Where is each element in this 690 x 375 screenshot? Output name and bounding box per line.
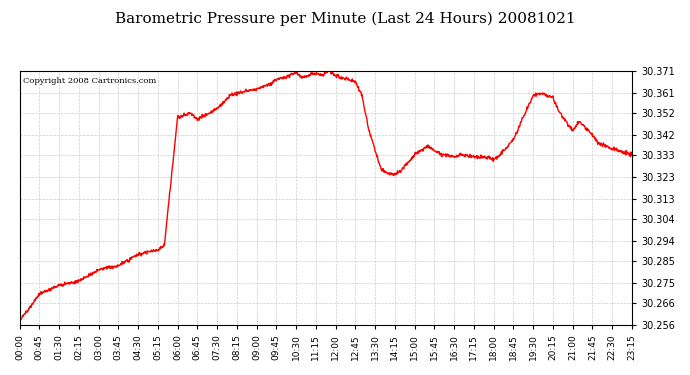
Text: Barometric Pressure per Minute (Last 24 Hours) 20081021: Barometric Pressure per Minute (Last 24 … <box>115 11 575 26</box>
Text: Copyright 2008 Cartronics.com: Copyright 2008 Cartronics.com <box>23 77 156 85</box>
